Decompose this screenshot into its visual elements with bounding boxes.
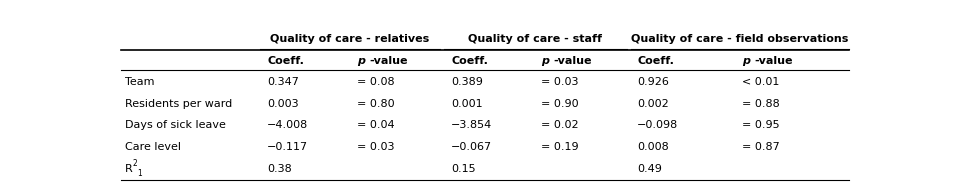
Text: R: R — [125, 164, 133, 174]
Text: = 0.95: = 0.95 — [742, 120, 780, 130]
Text: p: p — [357, 56, 365, 66]
Text: = 0.03: = 0.03 — [357, 142, 395, 152]
Text: Team: Team — [125, 77, 154, 87]
Text: p: p — [742, 56, 750, 66]
Text: Quality of care - staff: Quality of care - staff — [469, 34, 602, 44]
Text: 0.002: 0.002 — [637, 99, 669, 109]
Text: = 0.87: = 0.87 — [742, 142, 780, 152]
Text: Coeff.: Coeff. — [267, 56, 304, 66]
Text: 0.003: 0.003 — [267, 99, 299, 109]
Text: = 0.04: = 0.04 — [357, 120, 395, 130]
Text: 0.008: 0.008 — [637, 142, 669, 152]
Text: = 0.19: = 0.19 — [541, 142, 579, 152]
Text: 0.389: 0.389 — [451, 77, 483, 87]
Text: -value: -value — [553, 56, 591, 66]
Text: Quality of care - relatives: Quality of care - relatives — [270, 34, 430, 44]
Text: Residents per ward: Residents per ward — [125, 99, 232, 109]
Text: = 0.02: = 0.02 — [541, 120, 579, 130]
Text: = 0.03: = 0.03 — [541, 77, 579, 87]
Text: −4.008: −4.008 — [267, 120, 309, 130]
Text: −0.098: −0.098 — [637, 120, 679, 130]
Text: < 0.01: < 0.01 — [742, 77, 779, 87]
Text: 0.49: 0.49 — [637, 164, 662, 174]
Text: Quality of care - field observations: Quality of care - field observations — [631, 34, 849, 44]
Text: 0.926: 0.926 — [637, 77, 669, 87]
Text: Coeff.: Coeff. — [451, 56, 488, 66]
Text: = 0.80: = 0.80 — [357, 99, 395, 109]
Text: = 0.88: = 0.88 — [742, 99, 780, 109]
Text: 0.347: 0.347 — [267, 77, 299, 87]
Text: -value: -value — [370, 56, 408, 66]
Text: 1: 1 — [136, 169, 141, 178]
Text: −0.067: −0.067 — [451, 142, 492, 152]
Text: = 0.08: = 0.08 — [357, 77, 395, 87]
Text: p: p — [541, 56, 549, 66]
Text: Care level: Care level — [125, 142, 181, 152]
Text: Coeff.: Coeff. — [637, 56, 674, 66]
Text: 0.001: 0.001 — [451, 99, 483, 109]
Text: -value: -value — [754, 56, 793, 66]
Text: Days of sick leave: Days of sick leave — [125, 120, 226, 130]
Text: −0.117: −0.117 — [267, 142, 309, 152]
Text: 0.38: 0.38 — [267, 164, 292, 174]
Text: −3.854: −3.854 — [451, 120, 493, 130]
Text: 2: 2 — [133, 159, 137, 168]
Text: 0.15: 0.15 — [451, 164, 475, 174]
Text: = 0.90: = 0.90 — [541, 99, 579, 109]
